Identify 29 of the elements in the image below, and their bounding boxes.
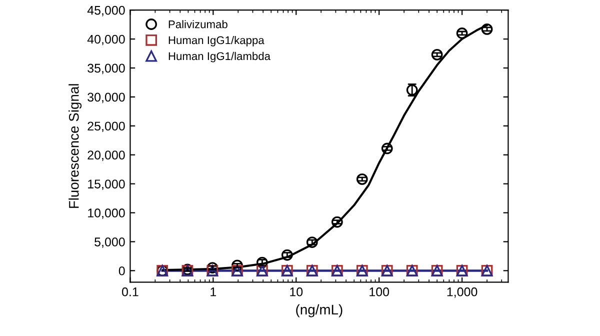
point (431, 48, 443, 60)
point (331, 216, 343, 228)
y-axis-title: Fluorescence Signal (68, 84, 82, 208)
point (481, 23, 493, 35)
legend-label: Human IgG1/kappa (168, 36, 264, 46)
y-tick-label: 45,000 (87, 6, 125, 16)
x-tick-label: 0.1 (122, 287, 138, 296)
y-tick-label: 40,000 (87, 34, 125, 46)
x-tick-label: 10 (290, 287, 303, 296)
y-tick-label: 0 (118, 266, 125, 276)
point (306, 236, 318, 248)
x-tick-label: 100 (370, 287, 390, 296)
point (456, 28, 468, 39)
point (232, 260, 243, 272)
x-tick-label: 1 (210, 288, 216, 296)
y-tick-label: 10,000 (88, 208, 125, 219)
y-tick-label: 35,000 (88, 64, 125, 74)
point (281, 249, 293, 261)
x-tick-label: 1,000 (447, 287, 478, 298)
point (381, 142, 393, 154)
point (356, 173, 368, 185)
y-tick-label: 15,000 (88, 180, 125, 190)
legend-label: Palivizumab (168, 20, 228, 28)
legend-label: Human IgG1/lambda (168, 52, 270, 62)
y-tick-label: 25,000 (88, 122, 125, 132)
y-tick-label: 30,000 (88, 92, 125, 104)
y-tick-label: 5,000 (94, 238, 125, 248)
x-axis-title: (ng/mL) (296, 304, 342, 318)
y-tick-label: 20,000 (88, 150, 125, 161)
